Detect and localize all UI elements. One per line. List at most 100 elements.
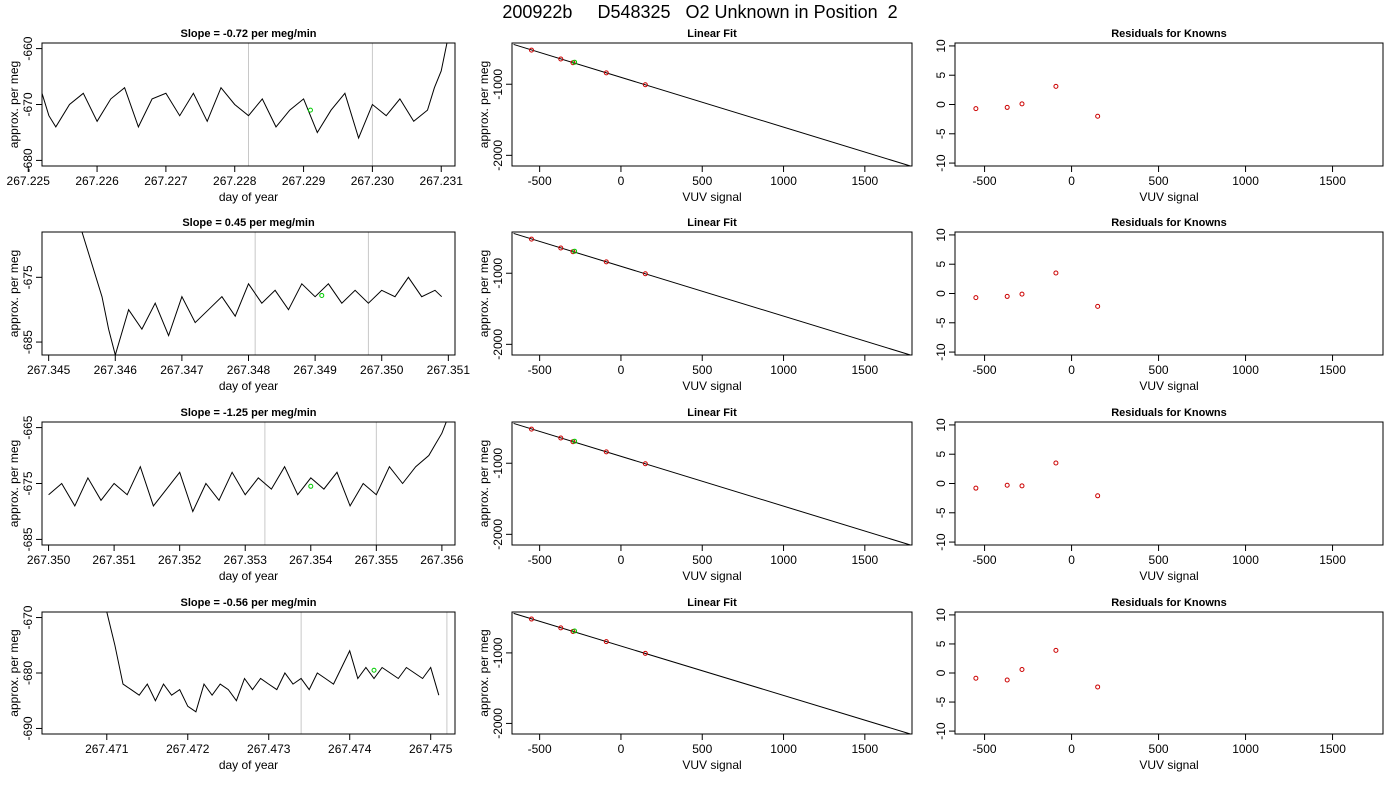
chart-6-xlabel: day of year — [219, 569, 278, 583]
chart-8-xtick-label: 1500 — [1319, 553, 1346, 567]
chart-4-xtick-label: 500 — [692, 363, 712, 377]
chart-7-known-point — [642, 461, 648, 467]
chart-4-ytick-label: -1000 — [491, 258, 505, 289]
chart-8-ytick-label: 10 — [934, 418, 948, 432]
chart-4-fit-line — [513, 232, 911, 355]
chart-9-ytick-label: -680 — [21, 661, 35, 685]
chart-4-xlabel: VUV signal — [682, 379, 741, 393]
chart-5-residual-point — [1019, 291, 1025, 297]
chart-10-unknown-point — [572, 628, 578, 634]
chart-0-xtick-label: 267.231 — [420, 174, 464, 188]
chart-6-xtick-label: 267.351 — [92, 553, 136, 567]
chart-5-title: Residuals for Knowns — [1111, 217, 1227, 229]
chart-8-ytick-label: -10 — [934, 533, 948, 551]
chart-8-plot-frame — [954, 421, 1384, 546]
chart-8-xtick-label: 500 — [1149, 553, 1169, 567]
chart-10-fit-line — [513, 612, 911, 734]
chart-5-residual-point — [1004, 293, 1010, 299]
chart-6-xtick-label: 267.355 — [355, 553, 399, 567]
chart-1-known-point — [642, 82, 648, 88]
chart-2-residual-point — [1019, 101, 1025, 107]
chart-9-series-line — [106, 612, 440, 713]
chart-8-ytick-label: 5 — [934, 451, 948, 458]
chart-8-xtick-label: 0 — [1068, 553, 1075, 567]
chart-5-ytick-label: -10 — [934, 343, 948, 361]
chart-10-xtick-label: -500 — [528, 742, 552, 756]
chart-2-xlabel: VUV signal — [1139, 190, 1198, 204]
chart-9-ytick-label: -670 — [21, 605, 35, 629]
chart-5-ytick-label: 5 — [934, 261, 948, 268]
chart-0-ytick-label: -660 — [21, 36, 35, 60]
chart-7-known-point — [529, 426, 535, 432]
chart-1-ytick-label: -2000 — [491, 140, 505, 171]
chart-3-series-line — [81, 232, 443, 355]
chart-10-ylabel: approx. per meg — [477, 629, 491, 716]
chart-3-xtick-label: 267.349 — [293, 363, 337, 377]
chart-10-plot-frame — [511, 611, 913, 735]
chart-8-residual-point — [1053, 460, 1059, 466]
chart-1-xtick-label: 0 — [618, 174, 625, 188]
chart-9-plot-frame — [41, 611, 456, 735]
chart-2-residual-point — [1004, 104, 1010, 110]
chart-4-ytick-label: -2000 — [491, 329, 505, 360]
chart-4-known-point — [642, 271, 648, 277]
chart-1-known-point — [529, 47, 535, 53]
chart-1-plot-frame — [511, 42, 913, 167]
chart-9-xlabel: day of year — [219, 758, 278, 772]
chart-0-title: Slope = -0.72 per meg/min — [180, 28, 316, 40]
chart-6-xtick-label: 267.350 — [27, 553, 71, 567]
chart-5-xtick-label: 500 — [1149, 363, 1169, 377]
chart-11-ytick-label: 5 — [934, 640, 948, 647]
chart-3-ytick-label: -675 — [21, 265, 35, 289]
chart-5-xtick-label: 1500 — [1319, 363, 1346, 377]
chart-2-ytick-label: 0 — [934, 101, 948, 108]
chart-9-ytick-label: -690 — [21, 716, 35, 740]
chart-0-xtick-label: 267.228 — [213, 174, 257, 188]
chart-6-ytick-label: -675 — [21, 471, 35, 495]
chart-7-ytick-label: -1000 — [491, 448, 505, 479]
chart-2-xtick-label: 500 — [1149, 174, 1169, 188]
chart-4-xtick-label: 0 — [618, 363, 625, 377]
chart-11-residual-point — [1053, 647, 1059, 653]
chart-11-xtick-label: 1500 — [1319, 742, 1346, 756]
chart-3-xtick-label: 267.347 — [160, 363, 204, 377]
chart-4-title: Linear Fit — [687, 217, 737, 229]
chart-2-xtick-label: 0 — [1068, 174, 1075, 188]
chart-11-plot-frame — [954, 611, 1384, 735]
chart-7-xlabel: VUV signal — [682, 569, 741, 583]
chart-9-title: Slope = -0.56 per meg/min — [180, 597, 316, 609]
chart-6-title: Slope = -1.25 per meg/min — [180, 407, 316, 419]
chart-1-xtick-label: 1000 — [770, 174, 797, 188]
chart-1-fit-line — [513, 43, 911, 166]
chart-2-plot-frame — [954, 42, 1384, 167]
chart-3-title: Slope = 0.45 per meg/min — [182, 217, 315, 229]
chart-0-xtick-label: 267.230 — [351, 174, 395, 188]
chart-2-ytick-label: 10 — [934, 39, 948, 53]
chart-2-residual-point — [973, 106, 979, 112]
chart-0-ytick-label: -670 — [21, 92, 35, 116]
chart-1-unknown-point — [572, 59, 578, 65]
chart-10-known-point — [558, 625, 564, 631]
chart-11-xtick-label: 0 — [1068, 742, 1075, 756]
chart-3-ytick-label: -685 — [21, 330, 35, 354]
chart-5-ytick-label: -5 — [934, 317, 948, 328]
chart-1-xlabel: VUV signal — [682, 190, 741, 204]
chart-6-xtick-label: 267.353 — [224, 553, 268, 567]
chart-9-xtick-label: 267.472 — [166, 742, 210, 756]
chart-5-xlabel: VUV signal — [1139, 379, 1198, 393]
chart-3-xtick-label: 267.350 — [360, 363, 404, 377]
chart-11-residual-point — [1004, 677, 1010, 683]
page-title: 200922b D548325 O2 Unknown in Position 2 — [502, 2, 898, 22]
chart-5-residual-point — [1053, 270, 1059, 276]
chart-10-ytick-label: -2000 — [491, 708, 505, 739]
chart-7-unknown-point — [572, 438, 578, 444]
chart-2-ytick-label: -10 — [934, 154, 948, 172]
chart-7-xtick-label: 1000 — [770, 553, 797, 567]
chart-0-xtick-label: 267.229 — [282, 174, 326, 188]
chart-5-plot-frame — [954, 231, 1384, 356]
chart-11-ytick-label: -10 — [934, 722, 948, 740]
chart-5-residual-point — [1095, 303, 1101, 309]
chart-6-series-line — [48, 422, 447, 513]
chart-2-ytick-label: -5 — [934, 128, 948, 139]
